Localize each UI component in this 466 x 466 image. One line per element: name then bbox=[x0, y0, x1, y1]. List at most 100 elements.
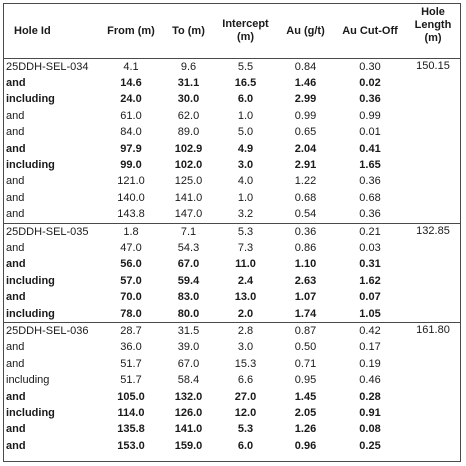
cell-hole-id: including bbox=[6, 406, 55, 419]
cell-intercept: 5.5 bbox=[215, 58, 276, 76]
cell-intercept: 6.6 bbox=[237, 374, 254, 387]
cell-intercept: 2.0 bbox=[237, 307, 254, 320]
cell-au-cutoff: 1.62 bbox=[359, 274, 381, 287]
cell-from: 28.7 bbox=[100, 322, 162, 340]
cell-to: 31.5 bbox=[162, 322, 215, 340]
cell-au-cutoff: 0.17 bbox=[359, 341, 381, 354]
cell-au: 0.86 bbox=[294, 241, 317, 254]
table-row: and 143.8 147.0 3.2 0.54 0.36 bbox=[4, 207, 461, 224]
cell-intercept: 2.8 bbox=[215, 322, 276, 340]
cell-intercept: 3.0 bbox=[237, 341, 254, 354]
table-row: and 14.6 31.1 16.5 1.46 0.02 bbox=[4, 75, 461, 91]
cell-to: 147.0 bbox=[174, 208, 203, 221]
table-row: and 153.0 159.0 6.0 0.96 0.25 bbox=[4, 438, 461, 454]
table-row: including 51.7 58.4 6.6 0.95 0.46 bbox=[4, 372, 461, 388]
cell-intercept: 6.0 bbox=[237, 439, 254, 452]
cell-to: 67.0 bbox=[177, 258, 200, 271]
cell-hole-length: 150.15 bbox=[405, 58, 461, 224]
cell-from: 36.0 bbox=[120, 341, 142, 354]
cell-hole-id: and bbox=[6, 357, 25, 370]
header-intercept: Intercept (m) bbox=[215, 4, 276, 59]
header-au-cutoff: Au Cut-Off bbox=[335, 4, 405, 59]
table-row: and 70.0 83.0 13.0 1.07 0.07 bbox=[4, 289, 461, 305]
cell-au: 0.95 bbox=[294, 374, 317, 387]
cell-intercept: 5.0 bbox=[237, 126, 254, 139]
cell-hole-id: 25DDH-SEL-035 bbox=[4, 222, 100, 241]
cell-to: 126.0 bbox=[174, 406, 203, 419]
cell-hole-id: and bbox=[6, 439, 26, 452]
cell-au-cutoff: 1.65 bbox=[359, 159, 381, 172]
cell-intercept: 5.3 bbox=[215, 222, 276, 241]
cell-hole-id: and bbox=[6, 341, 25, 354]
cell-to: 54.3 bbox=[177, 241, 200, 254]
cell-hole-id: and bbox=[6, 423, 26, 436]
cell-intercept: 4.0 bbox=[237, 175, 254, 188]
cell-hole-id: and bbox=[6, 191, 25, 204]
cell-hole-id: 25DDH-SEL-036 bbox=[4, 322, 100, 340]
table-row: including 114.0 126.0 12.0 2.05 0.91 bbox=[4, 405, 461, 421]
cell-au: 1.45 bbox=[294, 390, 317, 403]
table-header: Hole Id From (m) To (m) Intercept (m) Au… bbox=[4, 4, 461, 59]
cell-to: 59.4 bbox=[177, 274, 200, 287]
table-row: including 78.0 80.0 2.0 1.74 1.05 bbox=[4, 306, 461, 323]
cell-au: 0.68 bbox=[294, 191, 317, 204]
cell-from: 84.0 bbox=[120, 126, 142, 139]
cell-from: 51.7 bbox=[120, 357, 142, 370]
cell-au: 1.07 bbox=[294, 291, 317, 304]
cell-to: 31.1 bbox=[177, 77, 200, 90]
cell-au-cutoff: 0.41 bbox=[359, 142, 381, 155]
cell-from: 47.0 bbox=[120, 241, 142, 254]
cell-au-cutoff: 0.31 bbox=[359, 258, 381, 271]
cell-to: 102.9 bbox=[174, 142, 203, 155]
cell-intercept: 12.0 bbox=[234, 406, 257, 419]
cell-from: 57.0 bbox=[120, 274, 142, 287]
cell-au: 1.46 bbox=[294, 77, 317, 90]
cell-hole-id: and bbox=[6, 109, 25, 122]
cell-to: 9.6 bbox=[162, 58, 215, 76]
table-row: and 84.0 89.0 5.0 0.65 0.01 bbox=[4, 125, 461, 141]
table-row: and 51.7 67.0 15.3 0.71 0.19 bbox=[4, 356, 461, 372]
table-row: and 121.0 125.0 4.0 1.22 0.36 bbox=[4, 174, 461, 190]
table-row: 25DDH-SEL-035 1.8 7.1 5.3 0.36 0.21 132.85 bbox=[4, 222, 461, 323]
cell-hole-id: and bbox=[6, 77, 26, 90]
header-from: From (m) bbox=[100, 4, 162, 59]
cell-from: 78.0 bbox=[120, 307, 142, 320]
cell-from: 56.0 bbox=[120, 258, 142, 271]
cell-intercept: 1.0 bbox=[237, 109, 254, 122]
cell-hole-id: and bbox=[6, 126, 25, 139]
cell-from: 14.6 bbox=[120, 77, 142, 90]
cell-hole-id: including bbox=[6, 159, 55, 172]
cell-au-cutoff: 0.36 bbox=[359, 175, 381, 188]
cell-intercept: 13.0 bbox=[234, 291, 257, 304]
cell-to: 89.0 bbox=[177, 126, 200, 139]
table-row: 25DDH-SEL-036 28.7 31.5 2.8 0.87 0.42 161.80 bbox=[4, 322, 461, 455]
header-hole-length: Hole Length (m) bbox=[405, 4, 461, 59]
cell-au-cutoff: 0.08 bbox=[359, 423, 381, 436]
cell-hole-id: and bbox=[6, 258, 26, 271]
cell-au: 2.05 bbox=[294, 406, 317, 419]
cell-hole-length: 132.85 bbox=[405, 222, 461, 323]
cell-au-cutoff: 0.07 bbox=[359, 291, 381, 304]
cell-au: 1.74 bbox=[294, 307, 317, 320]
cell-to: 62.0 bbox=[177, 109, 200, 122]
cell-to: 7.1 bbox=[162, 222, 215, 241]
cell-au: 0.65 bbox=[294, 126, 317, 139]
table-row: including 24.0 30.0 6.0 2.99 0.36 bbox=[4, 92, 461, 108]
cell-au: 0.71 bbox=[294, 357, 317, 370]
cell-to: 141.0 bbox=[174, 423, 203, 436]
header-row: Hole Id From (m) To (m) Intercept (m) Au… bbox=[4, 4, 461, 59]
cell-from: 70.0 bbox=[120, 291, 142, 304]
cell-au-cutoff: 0.28 bbox=[359, 390, 381, 403]
cell-au-cutoff: 0.19 bbox=[359, 357, 381, 370]
cell-au: 0.96 bbox=[294, 439, 317, 452]
cell-au-cutoff: 0.25 bbox=[359, 439, 381, 452]
table-row: including 99.0 102.0 3.0 2.91 1.65 bbox=[4, 157, 461, 173]
table-row: and 135.8 141.0 5.3 1.26 0.08 bbox=[4, 422, 461, 438]
drill-results-table-frame: Hole Id From (m) To (m) Intercept (m) Au… bbox=[3, 3, 461, 462]
cell-hole-id: and bbox=[6, 208, 25, 221]
header-au: Au (g/t) bbox=[276, 4, 335, 59]
cell-hole-id: including bbox=[6, 374, 50, 387]
cell-intercept: 4.9 bbox=[237, 142, 254, 155]
cell-from: 105.0 bbox=[117, 390, 145, 403]
cell-intercept: 7.3 bbox=[237, 241, 254, 254]
